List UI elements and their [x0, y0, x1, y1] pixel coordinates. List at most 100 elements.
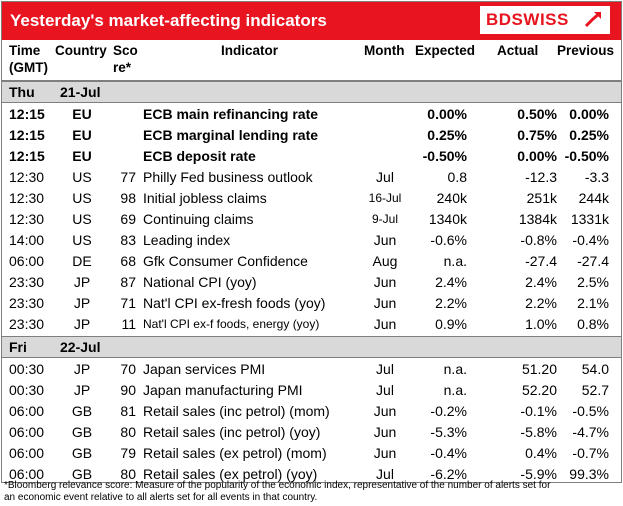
- previous-cell: 2.1%: [577, 295, 609, 311]
- expected-cell: 2.2%: [435, 295, 467, 311]
- table-row: 23:30 JP 11 Nat'l CPI ex-f foods, energy (y…: [2, 314, 621, 335]
- indicator-cell: ECB main refinancing rate: [143, 106, 319, 122]
- actual-cell: 0.00%: [517, 148, 557, 164]
- country-cell: GB: [71, 424, 93, 440]
- score-cell: 79: [120, 445, 136, 461]
- section-day: Fri: [9, 339, 27, 355]
- expected-cell: n.a.: [443, 382, 467, 398]
- country-cell: JP: [73, 382, 91, 398]
- country-cell: JP: [73, 274, 91, 290]
- section-date: 22-Jul: [60, 339, 101, 355]
- section-date: 21-Jul: [60, 84, 101, 100]
- footnote: *Bloomberg relevance score: Measure of t…: [4, 480, 551, 503]
- header-country: Country: [55, 43, 107, 58]
- expected-cell: 0.8: [447, 169, 467, 185]
- bdswiss-logo: BDSWISS: [480, 6, 610, 34]
- expected-cell: -5.3%: [430, 424, 467, 440]
- month-cell: Jun: [373, 274, 397, 290]
- time-cell: 06:00: [9, 445, 45, 461]
- indicator-cell: Nat'l CPI ex-fresh foods (yoy): [143, 295, 326, 311]
- expected-cell: 240k: [436, 190, 467, 206]
- expected-cell: n.a.: [443, 253, 467, 269]
- section-header: Fri 22-Jul: [2, 336, 621, 358]
- previous-cell: 0.8%: [577, 316, 609, 332]
- indicator-cell: Continuing claims: [143, 211, 254, 227]
- table-row: 06:00 GB 80 Retail sales (inc petrol) (yoy)…: [2, 422, 621, 443]
- previous-cell: 54.0: [581, 361, 609, 377]
- indicator-cell: National CPI (yoy): [143, 274, 257, 290]
- score-cell: 69: [120, 211, 136, 227]
- table-row: 12:30 US 77 Philly Fed business outlook Jul 0…: [2, 167, 621, 188]
- time-cell: 12:15: [9, 127, 45, 143]
- table-row: 06:00 GB 81 Retail sales (inc petrol) (mom)…: [2, 401, 621, 422]
- header-month: Month: [364, 43, 405, 58]
- previous-cell: 1331k: [570, 211, 609, 227]
- actual-cell: 2.2%: [525, 295, 557, 311]
- time-cell: 06:00: [9, 403, 45, 419]
- expected-cell: 1340k: [428, 211, 467, 227]
- section-header: Thu 21-Jul: [2, 81, 621, 103]
- country-cell: EU: [72, 106, 92, 122]
- actual-cell: -0.1%: [520, 403, 557, 419]
- header-score-cont: re*: [113, 60, 132, 75]
- header-expected: Expected: [415, 43, 476, 58]
- time-cell: 12:15: [9, 148, 45, 164]
- previous-cell: 244k: [578, 190, 609, 206]
- indicator-cell: Philly Fed business outlook: [143, 169, 313, 185]
- country-cell: US: [72, 232, 92, 248]
- indicator-cell: Nat'l CPI ex-f foods, energy (yoy): [143, 317, 320, 331]
- actual-cell: -0.8%: [520, 232, 557, 248]
- score-cell: 77: [120, 169, 136, 185]
- month-cell: Jun: [373, 445, 397, 461]
- month-cell: Aug: [372, 253, 398, 269]
- month-cell: 16-Jul: [368, 191, 402, 205]
- indicator-cell: Retail sales (ex petrol) (mom): [143, 445, 327, 461]
- header-indicator: Indicator: [221, 43, 279, 58]
- table-row: 23:30 JP 87 National CPI (yoy) Jun 2.4% 2.4% 2.…: [2, 272, 621, 293]
- indicator-cell: Leading index: [143, 232, 231, 248]
- indicator-cell: Retail sales (inc petrol) (yoy): [143, 424, 321, 440]
- header-previous: Previous: [557, 43, 615, 58]
- time-cell: 06:00: [9, 253, 45, 269]
- expected-cell: -0.4%: [430, 445, 467, 461]
- table-row: 12:15 EU ECB main refinancing rate 0.00% 0.5…: [2, 104, 621, 125]
- time-cell: 12:15: [9, 106, 45, 122]
- indicator-cell: Japan services PMI: [143, 361, 266, 377]
- country-cell: EU: [72, 127, 92, 143]
- country-cell: EU: [72, 148, 92, 164]
- previous-cell: -3.3: [584, 169, 609, 185]
- actual-cell: 0.50%: [517, 106, 557, 122]
- country-cell: DE: [72, 253, 92, 269]
- actual-cell: 1384k: [518, 211, 557, 227]
- actual-cell: 1.0%: [525, 316, 557, 332]
- month-cell: Jun: [373, 316, 397, 332]
- actual-cell: 52.20: [521, 382, 557, 398]
- indicator-cell: ECB marginal lending rate: [143, 127, 319, 143]
- score-cell: 80: [120, 424, 136, 440]
- actual-cell: 51.20: [521, 361, 557, 377]
- month-cell: Jul: [376, 169, 394, 185]
- expected-cell: -0.6%: [430, 232, 467, 248]
- previous-cell: 2.5%: [577, 274, 609, 290]
- expected-cell: -0.2%: [430, 403, 467, 419]
- actual-cell: -12.3: [525, 169, 557, 185]
- country-cell: JP: [73, 361, 91, 377]
- previous-cell: -4.7%: [572, 424, 609, 440]
- score-cell: 68: [120, 253, 136, 269]
- country-cell: JP: [73, 316, 91, 332]
- expected-cell: -6.2%: [430, 466, 467, 482]
- table-row: 12:30 US 98 Initial jobless claims 16-Jul 240…: [2, 188, 621, 209]
- expected-cell: 2.4%: [435, 274, 467, 290]
- month-cell: Jun: [373, 232, 397, 248]
- expected-cell: n.a.: [443, 361, 467, 377]
- table-row: 12:15 EU ECB marginal lending rate 0.25% 0.7…: [2, 125, 621, 146]
- table-row: 23:30 JP 71 Nat'l CPI ex-fresh foods (yoy) J…: [2, 293, 621, 314]
- previous-cell: -0.4%: [572, 232, 609, 248]
- country-cell: US: [72, 211, 92, 227]
- expected-cell: 0.9%: [435, 316, 467, 332]
- time-cell: 12:30: [9, 169, 45, 185]
- country-cell: GB: [71, 445, 93, 461]
- table-row: 14:00 US 83 Leading index Jun -0.6% -0.8% -0.4%: [2, 230, 621, 251]
- country-cell: JP: [73, 295, 91, 311]
- previous-cell: -0.50%: [564, 148, 609, 164]
